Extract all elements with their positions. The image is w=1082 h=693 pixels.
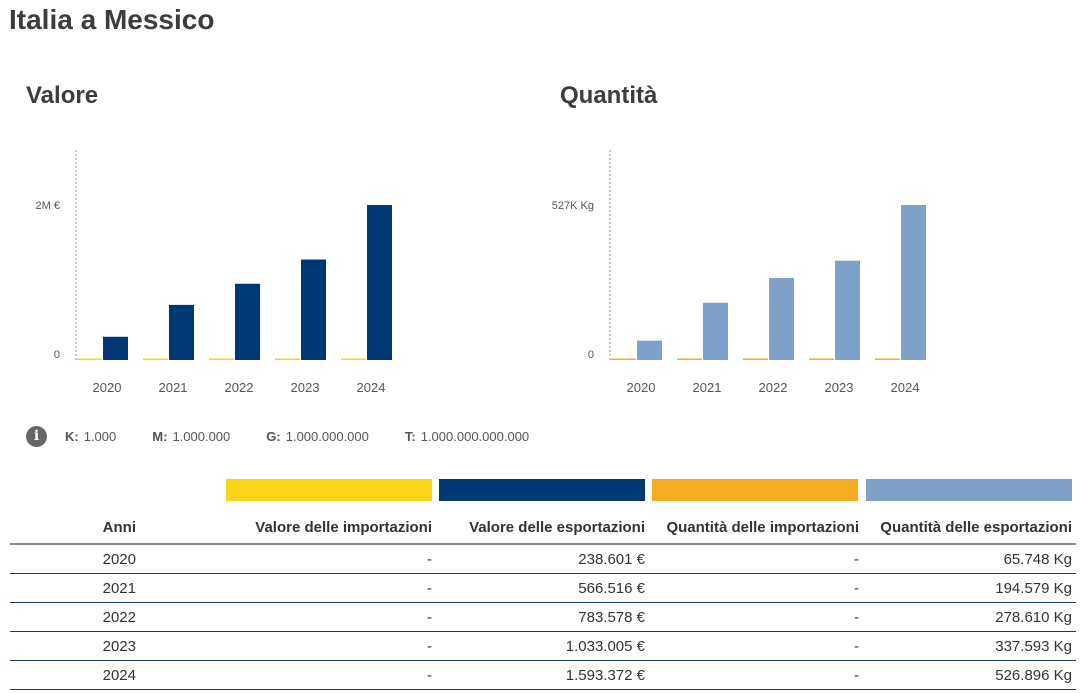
header-quantita-esportazioni[interactable]: Quantità delle esportazioni xyxy=(863,511,1076,545)
unit-k: K: 1.000 xyxy=(65,429,116,444)
cell-export-value: 238.601 € xyxy=(436,544,649,574)
export-bar xyxy=(769,278,794,360)
table-row: 2022 - 783.578 € - 278.610 Kg xyxy=(10,602,1076,632)
cell-export-quantity: 65.748 Kg xyxy=(863,544,1076,574)
export-bar xyxy=(103,336,128,360)
import-bar xyxy=(875,358,900,360)
cell-import-value: - xyxy=(136,660,436,690)
cell-year: 2023 xyxy=(10,631,136,661)
y-tick-label: 0 xyxy=(54,349,60,361)
x-tick-label: 2024 xyxy=(891,380,920,395)
cell-export-quantity: 337.593 Kg xyxy=(863,631,1076,661)
cell-year: 2020 xyxy=(10,544,136,574)
export-bar xyxy=(235,283,260,360)
info-icon[interactable]: i xyxy=(26,425,47,447)
unit-value: 1.000.000 xyxy=(172,428,231,444)
cell-import-quantity: - xyxy=(649,544,863,574)
unit-key: K: xyxy=(65,428,79,444)
cell-export-value: 566.516 € xyxy=(436,573,649,603)
header-valore-importazioni[interactable]: Valore delle importazioni xyxy=(136,511,436,545)
x-tick-label: 2024 xyxy=(357,380,386,395)
cell-export-value: 1.033.005 € xyxy=(436,631,649,661)
table-row: 2024 - 1.593.372 € - 526.896 Kg xyxy=(10,660,1076,690)
cell-import-quantity: - xyxy=(649,602,863,632)
x-tick-label: 2022 xyxy=(759,380,788,395)
exports-value-color-bar xyxy=(439,479,645,501)
imports-value-color-bar xyxy=(226,479,432,501)
unit-value: 1.000.000.000.000 xyxy=(420,428,530,444)
y-tick-label: 527K Kg xyxy=(552,200,594,212)
table-row: 2021 - 566.516 € - 194.579 Kg xyxy=(10,573,1076,603)
import-bar xyxy=(209,358,234,360)
exports-quantity-color-bar xyxy=(866,479,1072,501)
unit-m: M: 1.000.000 xyxy=(152,429,230,444)
export-bar xyxy=(835,260,860,360)
table-row: 2020 - 238.601 € - 65.748 Kg xyxy=(10,544,1076,574)
cell-import-value: - xyxy=(136,631,436,661)
export-bar xyxy=(301,259,326,360)
table-header-row: Anni Valore delle importazioni Valore de… xyxy=(10,511,1076,545)
cell-export-quantity: 194.579 Kg xyxy=(863,573,1076,603)
x-tick-label: 2020 xyxy=(627,380,656,395)
cell-import-quantity: - xyxy=(649,660,863,690)
header-valore-esportazioni[interactable]: Valore delle esportazioni xyxy=(436,511,649,545)
quantity-bar-chart: 0 527K Kg 2020 2021 2022 2023 2024 xyxy=(552,150,926,395)
trade-data-table: Anni Valore delle importazioni Valore de… xyxy=(10,511,1076,690)
cell-import-quantity: - xyxy=(649,573,863,603)
import-bar xyxy=(143,358,168,360)
cell-year: 2024 xyxy=(10,660,136,690)
value-bar-chart: 0 2M € 2020 2021 2022 2023 2024 xyxy=(36,150,392,395)
unit-key: G: xyxy=(266,428,281,444)
header-anni[interactable]: Anni xyxy=(10,511,136,545)
x-tick-label: 2021 xyxy=(693,380,722,395)
import-bar xyxy=(677,358,702,360)
x-tick-label: 2020 xyxy=(93,380,122,395)
export-bar xyxy=(703,302,728,360)
import-bar xyxy=(743,358,768,360)
table-row: 2023 - 1.033.005 € - 337.593 Kg xyxy=(10,631,1076,661)
export-bar xyxy=(637,340,662,360)
unit-value: 1.000 xyxy=(83,428,117,444)
unit-g: G: 1.000.000.000 xyxy=(266,429,369,444)
cell-import-quantity: - xyxy=(649,631,863,661)
cell-year: 2022 xyxy=(10,602,136,632)
y-tick-label: 2M € xyxy=(36,200,60,212)
unit-value: 1.000.000.000 xyxy=(285,428,369,444)
cell-export-quantity: 278.610 Kg xyxy=(863,602,1076,632)
export-bar xyxy=(901,205,926,360)
cell-export-value: 783.578 € xyxy=(436,602,649,632)
cell-export-value: 1.593.372 € xyxy=(436,660,649,690)
units-legend: i K: 1.000 M: 1.000.000 G: 1.000.000.000 T:… xyxy=(26,425,565,447)
import-bar xyxy=(341,358,366,360)
chart-title-valore: Valore xyxy=(26,82,99,109)
chart-title-quantita: Quantità xyxy=(560,82,658,109)
x-tick-label: 2022 xyxy=(225,380,254,395)
cell-year: 2021 xyxy=(10,573,136,603)
y-tick-label: 0 xyxy=(588,349,594,361)
x-tick-label: 2021 xyxy=(159,380,188,395)
imports-quantity-color-bar xyxy=(652,479,858,501)
x-tick-label: 2023 xyxy=(825,380,854,395)
page-title: Italia a Messico xyxy=(9,4,215,35)
header-quantita-importazioni[interactable]: Quantità delle importazioni xyxy=(649,511,863,545)
cell-import-value: - xyxy=(136,602,436,632)
cell-import-value: - xyxy=(136,544,436,574)
x-tick-label: 2023 xyxy=(291,380,320,395)
cell-export-quantity: 526.896 Kg xyxy=(863,660,1076,690)
import-bar xyxy=(275,358,300,360)
export-bar xyxy=(367,205,392,360)
import-bar xyxy=(77,358,102,360)
import-bar xyxy=(611,358,636,360)
export-bar xyxy=(169,304,194,360)
import-bar xyxy=(809,358,834,360)
unit-t: T: 1.000.000.000.000 xyxy=(405,429,529,444)
unit-key: M: xyxy=(152,428,168,444)
unit-key: T: xyxy=(404,428,416,444)
cell-import-value: - xyxy=(136,573,436,603)
